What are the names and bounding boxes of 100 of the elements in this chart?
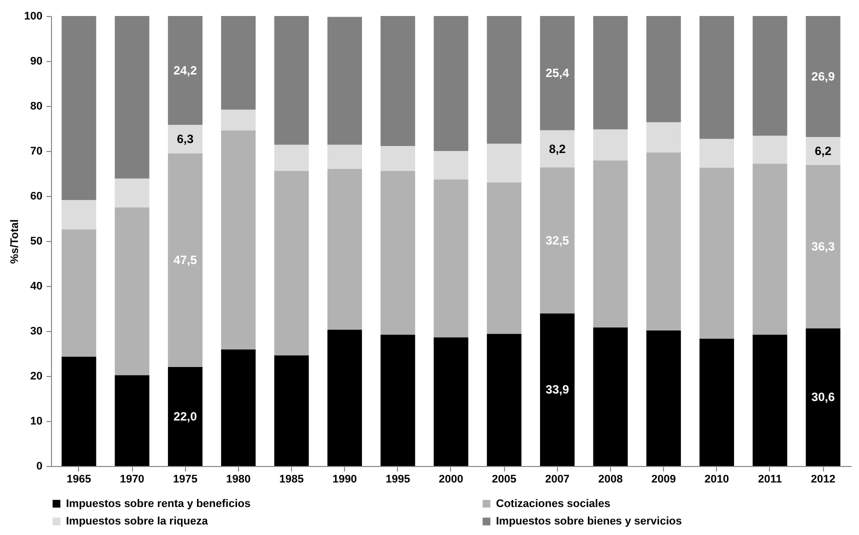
bar: [593, 327, 628, 466]
x-tick-label: 1965: [66, 474, 92, 486]
data-label: 8,2: [548, 142, 566, 156]
x-tick-label: 1980: [226, 474, 251, 486]
bar: [646, 16, 681, 122]
bar: [380, 334, 416, 466]
bar: [114, 375, 150, 466]
bar: [540, 167, 575, 314]
x-tick-label: 1995: [386, 474, 410, 486]
bar: [327, 144, 362, 169]
x-tick-label: 2010: [704, 474, 730, 486]
bar: [168, 124, 202, 154]
data-label: 6,3: [176, 132, 194, 146]
legend-label: Impuestos sobre bienes y servicios: [496, 516, 682, 528]
bar: [168, 153, 202, 367]
y-tick-label: 40: [30, 280, 42, 292]
y-tick-label: 90: [30, 56, 42, 68]
y-tick-label: 20: [30, 370, 42, 382]
legend-label: Cotizaciones sociales: [496, 498, 610, 510]
bar: [274, 355, 309, 466]
x-tick-label: 1990: [332, 474, 357, 486]
bar: [486, 334, 522, 466]
bar: [593, 160, 628, 328]
y-tick-label: 30: [30, 326, 42, 338]
bar: [221, 130, 256, 350]
bar: [752, 334, 788, 466]
bar: [274, 16, 309, 145]
y-tick-label: 60: [30, 190, 42, 202]
bar: [327, 169, 362, 330]
bar: [380, 146, 416, 171]
bar: [486, 144, 522, 182]
x-tick-label: 2011: [758, 474, 782, 486]
bar: [540, 130, 575, 168]
bar: [168, 16, 202, 125]
bar: [114, 178, 150, 208]
bar: [646, 152, 681, 331]
bar: [327, 330, 362, 466]
bar: [486, 16, 522, 144]
legend-label: Impuestos sobre renta y beneficios: [66, 498, 251, 510]
data-label: 32,5: [546, 233, 570, 248]
bar: [62, 16, 96, 200]
bar: [434, 151, 468, 180]
data-label: 24,2: [174, 63, 198, 78]
bar: [593, 129, 628, 160]
bar: [274, 144, 309, 171]
bar: [62, 200, 96, 230]
bar: [806, 137, 840, 165]
y-tick-label: 50: [30, 236, 42, 248]
data-label: 33,9: [546, 382, 570, 397]
bar: [700, 168, 734, 339]
bar: [434, 16, 468, 151]
bar: [700, 338, 734, 466]
data-label: 26,9: [811, 70, 836, 84]
x-tick-label: 1985: [279, 474, 304, 486]
y-tick-label: 80: [30, 100, 42, 112]
bar: [434, 179, 468, 338]
bar: [380, 16, 416, 146]
bar: [593, 16, 628, 130]
data-label: 6,2: [814, 144, 832, 158]
x-tick-label: 2009: [651, 474, 676, 486]
bar: [221, 16, 256, 110]
x-tick-label: 2012: [810, 474, 836, 486]
y-axis-title: %s/Total: [9, 219, 22, 264]
y-tick-label: 70: [30, 146, 42, 158]
data-label: 47,5: [174, 253, 198, 268]
bar: [540, 313, 575, 466]
bar: [806, 328, 840, 466]
bar: [327, 16, 362, 145]
bar: [806, 164, 840, 328]
bar: [114, 207, 150, 376]
data-label: 36,3: [811, 240, 836, 254]
y-tick-label: 10: [30, 416, 42, 428]
bar: [168, 367, 202, 466]
x-tick-label: 2005: [492, 474, 516, 486]
bar: [434, 337, 468, 466]
bar: [700, 138, 734, 168]
bar: [221, 349, 256, 466]
bar: [486, 182, 522, 334]
bar: [114, 16, 150, 178]
bar: [274, 170, 309, 356]
data-label: 30,6: [811, 390, 836, 404]
bar: [646, 330, 681, 466]
bar: [540, 16, 575, 130]
data-label: 22,0: [174, 410, 198, 424]
bar: [646, 122, 681, 152]
x-tick-label: 2008: [598, 474, 623, 486]
bar: [806, 16, 840, 138]
data-label: 25,4: [546, 66, 570, 80]
x-tick-label: 1970: [120, 474, 144, 486]
y-tick-label: 0: [36, 460, 42, 472]
x-tick-label: 2000: [438, 474, 464, 486]
bar: [752, 136, 788, 164]
x-tick-label: 2007: [545, 474, 570, 486]
y-tick-label: 100: [24, 10, 42, 22]
bar: [62, 229, 96, 357]
bar: [752, 16, 788, 136]
x-tick-label: 1975: [172, 474, 198, 486]
bar: [380, 170, 416, 335]
bar: [752, 164, 788, 335]
bar: [221, 110, 256, 130]
